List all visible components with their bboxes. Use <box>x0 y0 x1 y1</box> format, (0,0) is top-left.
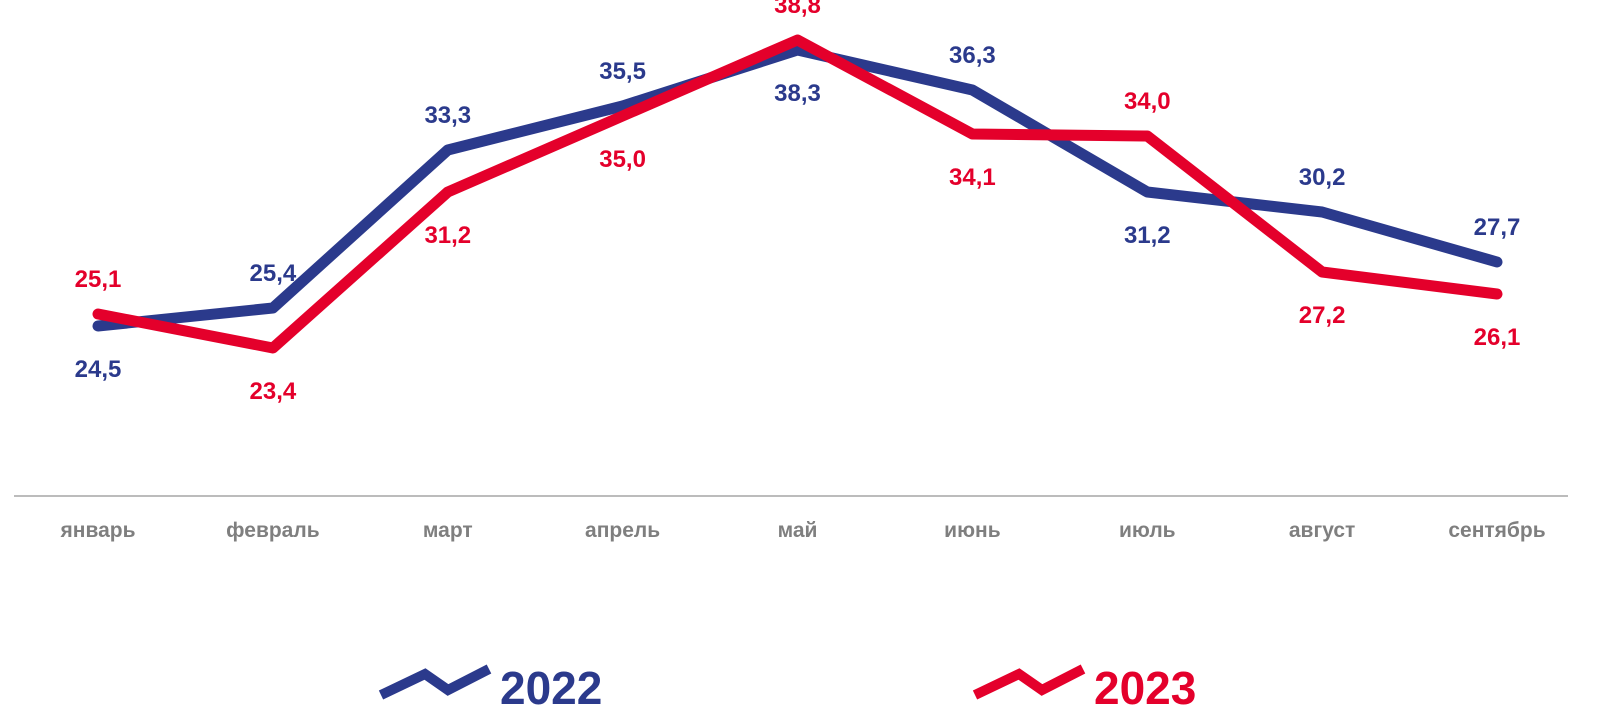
data-label-2023: 31,2 <box>424 222 471 249</box>
x-tick-label: июль <box>1119 519 1176 542</box>
data-label-2022: 33,3 <box>424 102 471 129</box>
legend-item-2022: 2022 <box>378 662 602 714</box>
data-label-2023: 26,1 <box>1474 324 1521 351</box>
series-line-2022 <box>92 44 1503 332</box>
data-label-2022: 27,7 <box>1474 214 1521 241</box>
data-label-2023: 38,8 <box>774 0 821 19</box>
data-label-2022: 31,2 <box>1124 222 1171 249</box>
legend-label: 2022 <box>500 662 602 714</box>
data-label-2022: 35,5 <box>599 58 646 85</box>
series-line-2023 <box>92 34 1503 354</box>
series-layer <box>92 34 1503 354</box>
data-label-2022: 38,3 <box>774 80 821 107</box>
legend-item-2023: 2023 <box>972 662 1196 714</box>
x-tick-label: март <box>423 519 473 542</box>
legend-line-icon <box>972 664 1086 700</box>
data-labels-layer: 24,5 25,1 25,4 23,4 33,3 31,2 35,5 35,0 38,3 38,8… <box>75 0 1521 405</box>
data-label-2022: 25,4 <box>250 260 297 287</box>
data-label-2023: 34,0 <box>1124 88 1171 115</box>
data-label-2022: 36,3 <box>949 42 996 69</box>
legend-line-icon <box>378 664 492 700</box>
x-tick-label: сентябрь <box>1448 519 1545 542</box>
data-label-2022: 30,2 <box>1299 164 1346 191</box>
data-label-2023: 27,2 <box>1299 302 1346 329</box>
legend-label: 2023 <box>1094 662 1196 714</box>
data-label-2023: 23,4 <box>250 378 297 405</box>
x-tick-label: май <box>778 519 818 542</box>
data-label-2023: 35,0 <box>599 146 646 173</box>
x-tick-label: июнь <box>944 519 1001 542</box>
x-tick-labels: январь февраль март апрель май июнь июль август… <box>60 519 1546 542</box>
data-label-2022: 24,5 <box>75 356 122 383</box>
x-tick-label: апрель <box>585 519 660 542</box>
data-label-2023: 25,1 <box>75 266 122 293</box>
x-tick-label: январь <box>60 519 136 542</box>
x-tick-label: август <box>1289 519 1355 542</box>
legend: 2022 2023 <box>378 662 1196 714</box>
data-label-2023: 34,1 <box>949 164 996 191</box>
x-tick-label: февраль <box>226 519 320 542</box>
